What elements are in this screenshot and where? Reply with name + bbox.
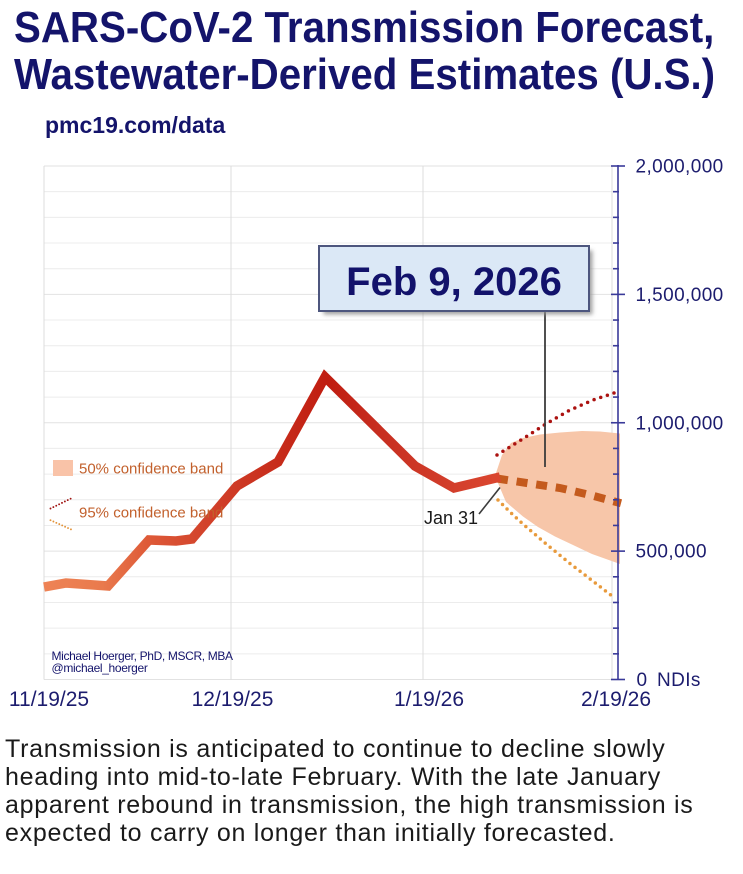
- svg-text:@michael_hoerger: @michael_hoerger: [52, 661, 148, 675]
- svg-text:Feb 9, 2026: Feb 9, 2026: [346, 260, 562, 304]
- svg-text:0: 0: [637, 670, 648, 691]
- svg-text:11/19/25: 11/19/25: [9, 688, 89, 711]
- svg-text:1/19/26: 1/19/26: [394, 688, 464, 711]
- svg-text:NDIs: NDIs: [657, 670, 701, 691]
- svg-text:2,000,000: 2,000,000: [636, 157, 724, 178]
- svg-text:95% confidence band: 95% confidence band: [79, 505, 223, 522]
- svg-text:Jan 31: Jan 31: [424, 508, 478, 528]
- svg-text:12/19/25: 12/19/25: [192, 688, 274, 711]
- svg-text:50% confidence band: 50% confidence band: [79, 461, 223, 478]
- svg-text:Michael Hoerger, PhD, MSCR, MB: Michael Hoerger, PhD, MSCR, MBA: [52, 649, 234, 663]
- svg-text:1,500,000: 1,500,000: [636, 285, 724, 306]
- svg-text:2/19/26: 2/19/26: [581, 688, 651, 711]
- svg-text:1,000,000: 1,000,000: [636, 413, 724, 434]
- svg-text:500,000: 500,000: [636, 542, 707, 563]
